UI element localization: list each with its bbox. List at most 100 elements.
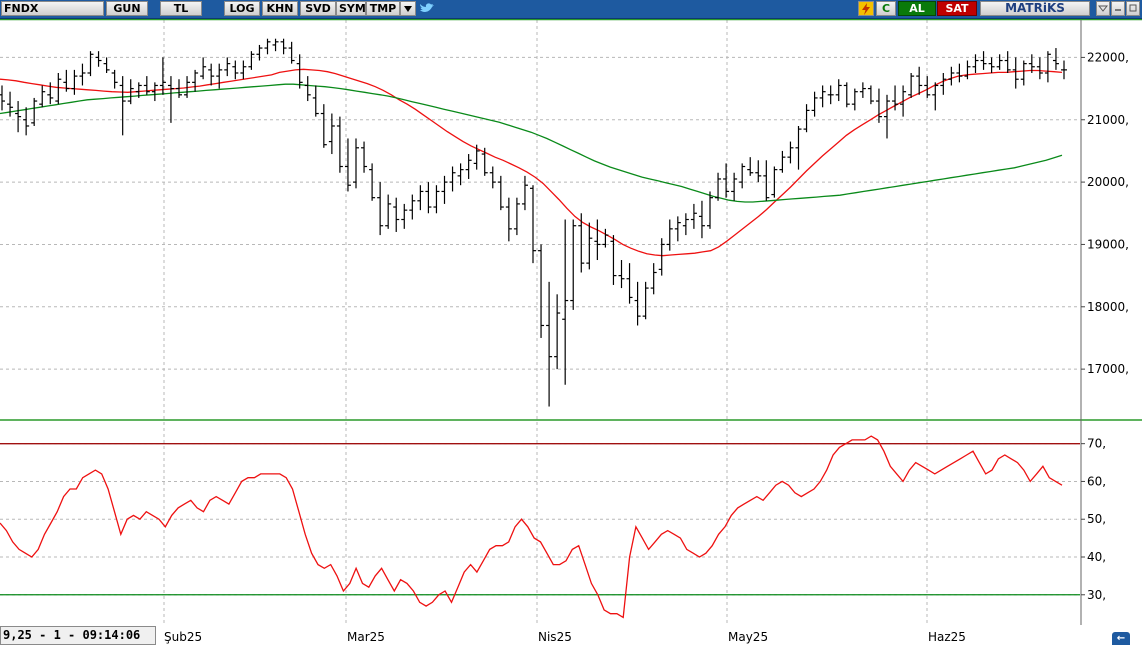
- twitter-bird-icon[interactable]: [418, 1, 436, 16]
- ohlc-bar: [0, 85, 5, 111]
- ohlc-bar: [867, 85, 874, 105]
- khn-button[interactable]: KHN: [262, 1, 298, 16]
- price-bars: [0, 38, 1067, 407]
- ohlc-bar: [473, 144, 480, 170]
- ohlc-bar: [521, 175, 528, 211]
- svd-button[interactable]: SVD: [300, 1, 336, 16]
- ohlc-bar: [151, 82, 158, 102]
- c-button[interactable]: C: [876, 1, 896, 16]
- ohlc-bar: [819, 85, 826, 108]
- ohlc-bar: [248, 51, 255, 70]
- restore-icon[interactable]: [1111, 1, 1125, 16]
- ohlc-bar: [996, 54, 1003, 70]
- ohlc-bar: [546, 281, 553, 407]
- ohlc-bar: [216, 63, 223, 89]
- ohlc-bar: [578, 213, 585, 273]
- ohlc-bar: [417, 185, 424, 211]
- ohlc-bar: [184, 76, 191, 98]
- ohlc-bar: [1012, 57, 1019, 89]
- ohlc-bar: [554, 294, 561, 370]
- ohlc-bar: [594, 219, 601, 261]
- ohlc-bar: [31, 97, 38, 126]
- chevron-down-icon[interactable]: [400, 1, 416, 16]
- ohlc-bar: [626, 263, 633, 304]
- ohlc-bar: [192, 69, 199, 92]
- ohlc-bar: [288, 41, 295, 64]
- brand-logo: MATRiKS: [980, 1, 1090, 16]
- ohlc-bar: [835, 79, 842, 102]
- price-y-tick-label: 18000,: [1087, 300, 1129, 314]
- x-tick-label: Haz25: [928, 630, 966, 644]
- ohlc-bar: [208, 63, 215, 86]
- ohlc-bar: [304, 76, 311, 102]
- ohlc-bar: [127, 79, 134, 105]
- ohlc-bar: [851, 88, 858, 111]
- indicator-y-tick-label: 50,: [1087, 512, 1106, 526]
- ohlc-bar: [167, 76, 174, 123]
- ohlc-bar: [465, 154, 472, 179]
- scroll-end-icon[interactable]: ←: [1112, 632, 1130, 645]
- ohlc-bar: [682, 213, 689, 236]
- ohlc-bar: [924, 76, 931, 98]
- ohlc-bar: [312, 85, 319, 117]
- sell-button[interactable]: SAT: [937, 1, 977, 16]
- ohlc-bar: [1061, 60, 1067, 80]
- ohlc-bar: [763, 160, 770, 201]
- ohlc-bar: [79, 63, 86, 86]
- symbol-field[interactable]: FNDX: [1, 1, 104, 16]
- ohlc-bar: [200, 57, 207, 80]
- moving-average-slow-line: [0, 83, 1063, 203]
- ohlc-bar: [739, 163, 746, 189]
- ohlc-bar: [497, 175, 504, 211]
- ohlc-bar: [409, 194, 416, 220]
- close-icon[interactable]: [1126, 1, 1140, 16]
- ohlc-bar: [320, 104, 327, 148]
- sym-button[interactable]: SYM: [336, 1, 366, 16]
- ohlc-bar: [562, 219, 569, 385]
- ohlc-bar: [143, 76, 150, 95]
- ohlc-bar: [618, 260, 625, 289]
- ohlc-bar: [803, 104, 810, 133]
- x-tick-label: Nis25: [538, 630, 572, 644]
- ohlc-bar: [690, 203, 697, 229]
- log-button[interactable]: LOG: [224, 1, 260, 16]
- ohlc-bar: [755, 160, 762, 183]
- ohlc-bar: [1044, 51, 1051, 83]
- ohlc-bar: [15, 101, 22, 133]
- ohlc-bar: [425, 182, 432, 214]
- chart-area: 22000, 21000, 20000, 19000, 18000, 17000, 70, 6…: [0, 19, 1142, 625]
- ohlc-bar: [393, 197, 400, 232]
- indicator-y-tick-label: 60,: [1087, 474, 1106, 488]
- tmp-button[interactable]: TMP: [366, 1, 400, 16]
- ohlc-bar: [875, 88, 882, 123]
- lightning-icon[interactable]: [858, 1, 874, 16]
- ohlc-bar: [1004, 51, 1011, 73]
- ohlc-bar: [988, 57, 995, 73]
- ohlc-bar: [344, 138, 351, 192]
- ohlc-bar: [401, 203, 408, 229]
- ohlc-bar: [843, 82, 850, 108]
- ohlc-bar: [159, 57, 166, 95]
- ohlc-bar: [63, 69, 70, 92]
- ohlc-bar: [272, 38, 279, 52]
- ohlc-bar: [1028, 54, 1035, 73]
- ohlc-bar: [666, 219, 673, 251]
- ohlc-bar: [87, 51, 94, 77]
- period-button[interactable]: GUN: [106, 1, 148, 16]
- ohlc-bar: [530, 185, 536, 264]
- ohlc-bar: [489, 166, 496, 189]
- price-y-tick-label: 19000,: [1087, 237, 1129, 251]
- ohlc-bar: [240, 60, 247, 80]
- ohlc-bar: [264, 38, 271, 55]
- ohlc-bar: [908, 72, 915, 98]
- ohlc-bar: [1052, 48, 1059, 70]
- buy-button[interactable]: AL: [898, 1, 936, 16]
- indicator-line: [0, 435, 1063, 619]
- ohlc-bar: [55, 72, 62, 105]
- minimize-icon[interactable]: [1096, 1, 1110, 16]
- ohlc-bar: [779, 150, 786, 173]
- ohlc-bar: [964, 60, 971, 80]
- ohlc-bar: [328, 113, 335, 155]
- currency-button[interactable]: TL: [160, 1, 202, 16]
- ohlc-bar: [481, 147, 488, 176]
